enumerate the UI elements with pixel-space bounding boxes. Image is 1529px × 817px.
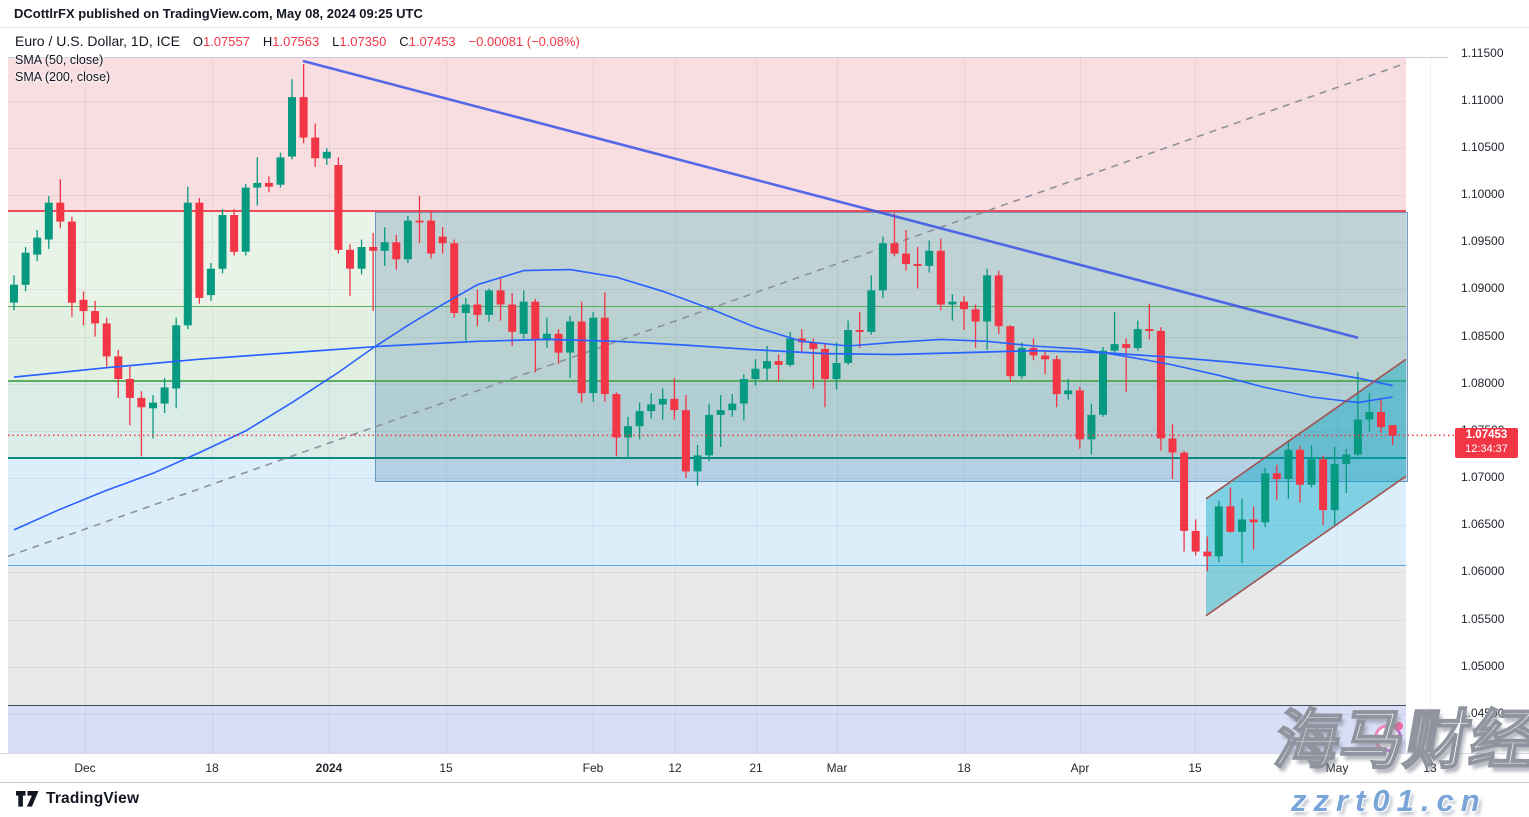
grid-h-line — [8, 572, 1406, 574]
symbol-title[interactable]: Euro / U.S. Dollar, 1D, ICE — [15, 33, 180, 49]
time-tick-label: 15 — [1188, 761, 1202, 775]
open-label: O — [192, 34, 203, 49]
time-tick-label: 15 — [439, 761, 453, 775]
price-tick-label: 1.09500 — [1461, 234, 1505, 249]
time-axis[interactable]: Dec 18 2024 15 Feb 12 21 Mar 18 Apr 15 May 13 — [0, 753, 1529, 783]
change-value: −0.00081 (−0.08%) — [468, 34, 580, 49]
time-tick-label: 13 — [1423, 761, 1437, 775]
time-tick-label: Dec — [74, 761, 96, 775]
low-label: L — [332, 34, 340, 49]
price-tick-label: 1.09000 — [1461, 281, 1505, 296]
sma200-legend[interactable]: SMA (200, close) — [15, 70, 111, 84]
price-tick-label: 1.08000 — [1461, 375, 1505, 390]
close-value: 1.07453 — [408, 34, 456, 49]
grid-v-line — [1430, 57, 1431, 753]
price-tick-label: 1.06000 — [1461, 564, 1505, 579]
price-tick-label: 1.07000 — [1461, 470, 1505, 485]
price-tick-label: 1.11000 — [1461, 92, 1504, 107]
price-tick-label: 1.10500 — [1461, 140, 1505, 154]
symbol-ohlc-row[interactable]: Euro / U.S. Dollar, 1D, ICE O1.07557 H1.… — [15, 33, 580, 49]
high-value: 1.07563 — [272, 34, 320, 49]
low-value: 1.07350 — [339, 34, 387, 49]
last-price-value: 1.07453 — [1465, 429, 1508, 441]
grid-h-line — [8, 666, 1406, 668]
bar-countdown: 12:34:37 — [1465, 442, 1508, 455]
time-tick-label: May — [1325, 761, 1349, 775]
time-tick-label: Apr — [1070, 761, 1090, 775]
time-tick-label: 2024 — [315, 761, 343, 775]
neutral-zone-gray — [8, 565, 1406, 706]
time-tick-label: 18 — [205, 761, 219, 775]
tradingview-footer-link[interactable]: TradingView — [16, 790, 139, 808]
price-tick-label: 1.04500 — [1461, 705, 1505, 720]
close-label: C — [399, 34, 409, 49]
time-tick-label: Feb — [582, 761, 604, 775]
time-tick-label: 18 — [957, 761, 971, 775]
dark-line[interactable] — [8, 704, 1406, 707]
high-label: H — [262, 34, 273, 49]
price-tick-label: 1.05500 — [1461, 611, 1505, 626]
price-tick-label: 1.10000 — [1461, 187, 1505, 202]
time-tick-label: Mar — [826, 761, 848, 775]
tradingview-logo-icon — [16, 791, 39, 807]
price-tick-label: 1.06500 — [1461, 517, 1505, 532]
time-tick-label: 12 — [668, 761, 682, 775]
grid-h-line — [8, 619, 1406, 621]
blue-line[interactable] — [8, 565, 1406, 567]
time-tick-label: 21 — [749, 761, 763, 775]
tradingview-brand-text: TradingView — [46, 790, 140, 807]
grid-h-line — [8, 713, 1406, 715]
price-tick-label: 1.08500 — [1461, 328, 1505, 343]
price-tick-label: 1.11500 — [1461, 45, 1504, 60]
base-zone-lavender — [8, 705, 1406, 753]
sma50-legend[interactable]: SMA (50, close) — [15, 53, 104, 67]
price-tick-label: 1.05000 — [1461, 658, 1505, 673]
last-price-badge: 1.07453 12:34:37 — [1455, 428, 1518, 458]
open-value: 1.07557 — [202, 34, 250, 49]
plot-top-border — [8, 57, 1448, 58]
publisher-note: DCottlrFX published on TradingView.com, … — [14, 6, 423, 21]
header-divider — [0, 27, 1529, 28]
